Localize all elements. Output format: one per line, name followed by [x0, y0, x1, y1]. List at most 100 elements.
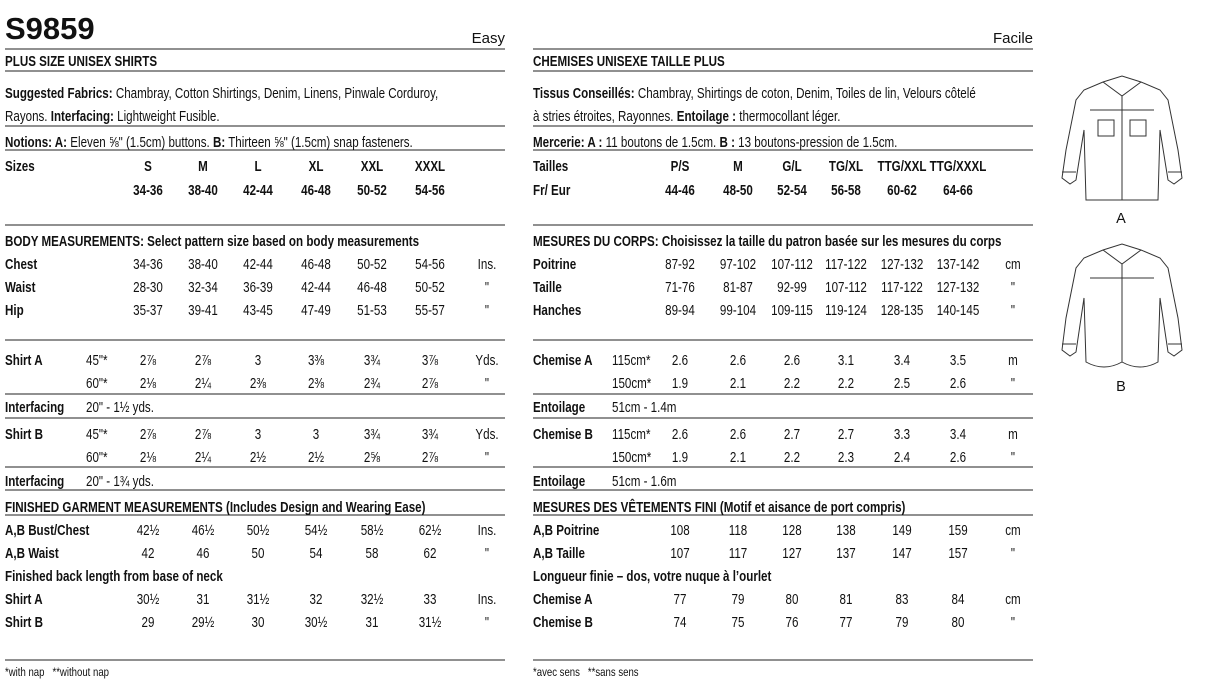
- cell: 74: [674, 614, 687, 631]
- cell: 46-48: [301, 256, 331, 273]
- cell: 51-53: [357, 302, 387, 319]
- bold-text: Longueur finie – dos, votre nuque à l’ou…: [533, 568, 772, 585]
- cell: 3.4: [950, 426, 966, 443]
- bold-text: Notions: A:: [5, 134, 67, 151]
- unit: m: [1008, 426, 1018, 443]
- cell: 2½: [250, 449, 266, 466]
- unit: ": [485, 545, 489, 562]
- text-line: BODY MEASUREMENTS: Select pattern size b…: [5, 233, 419, 250]
- cell: 44-46: [665, 182, 695, 199]
- cell: 3¾: [422, 426, 439, 443]
- cell: XXXL: [415, 158, 445, 175]
- text-line: Longueur finie – dos, votre nuque à l’ou…: [533, 568, 772, 585]
- cell: 108: [670, 522, 689, 539]
- row-label: Fr/ Eur: [533, 182, 570, 199]
- text-line: Mercerie: A : 11 boutons de 1.5cm. B : 1…: [533, 134, 897, 151]
- cell: 80: [952, 614, 965, 631]
- cell: 71-76: [665, 279, 695, 296]
- cell: 60-62: [887, 182, 917, 199]
- cell: 34-36: [133, 256, 163, 273]
- cell: 3.4: [894, 352, 910, 369]
- cell: 50-52: [357, 182, 387, 199]
- panel-title: PLUS SIZE UNISEX SHIRTS: [5, 53, 157, 70]
- cell: 2.5: [894, 375, 910, 392]
- cell: 31½: [247, 591, 270, 608]
- cell: 1.9: [672, 449, 688, 466]
- cell: 2⅞: [422, 375, 438, 392]
- cell: 87-92: [665, 256, 695, 273]
- cell: 2⅞: [195, 352, 211, 369]
- unit: ": [485, 449, 489, 466]
- cell: 42½: [137, 522, 160, 539]
- row-label: Chemise B: [533, 614, 593, 631]
- panel: CHEMISES UNISEXE TAILLE PLUS Tissus Conse…: [533, 53, 1021, 680]
- text-line: Suggested Fabrics: Chambray, Cotton Shir…: [5, 85, 438, 102]
- row-label: A,B Poitrine: [533, 522, 599, 539]
- view-label: A: [1116, 211, 1126, 227]
- row-sublabel: 51cm - 1.6m: [612, 473, 676, 490]
- cell: M: [198, 158, 208, 175]
- cell: 81-87: [723, 279, 753, 296]
- row-sublabel: 115cm*: [612, 352, 650, 369]
- cell: 33: [424, 591, 437, 608]
- cell: 128-135: [881, 302, 924, 319]
- cell: 107-112: [771, 256, 813, 273]
- row-label: A,B Waist: [5, 545, 59, 562]
- cell: 50½: [247, 522, 270, 539]
- row-label: Entoilage: [533, 473, 585, 490]
- cell: 119-124: [825, 302, 867, 319]
- cell: 2⅞: [140, 352, 156, 369]
- pattern-code: S9859: [5, 11, 95, 46]
- cell: 117-122: [825, 256, 867, 273]
- cell: 3: [255, 352, 261, 369]
- cell: 84: [952, 591, 965, 608]
- unit: cm: [1005, 522, 1021, 539]
- cell: 2.2: [838, 375, 854, 392]
- row-label: Chemise B: [533, 426, 593, 443]
- row-sublabel: 51cm - 1.4m: [612, 399, 676, 416]
- cell: 58: [366, 545, 379, 562]
- footnote: *avec sens **sans sens: [533, 666, 639, 679]
- unit: ": [1011, 614, 1015, 631]
- cell: 56-58: [831, 182, 861, 199]
- cell: 3.5: [950, 352, 966, 369]
- cell: 38-40: [188, 182, 218, 199]
- cell: 31: [366, 614, 379, 631]
- bold-text: Entoilage :: [677, 108, 736, 125]
- bold-text: MESURES DES VÊTEMENTS FINI (Motif et ais…: [533, 499, 905, 516]
- cell: 31½: [419, 614, 442, 631]
- cell: 2.6: [730, 352, 746, 369]
- cell: 50-52: [415, 279, 445, 296]
- row-label: Shirt A: [5, 591, 43, 608]
- cell: 75: [732, 614, 745, 631]
- row-label: Chemise A: [533, 591, 593, 608]
- unit: m: [1008, 352, 1018, 369]
- row-sublabel: 150cm*: [612, 449, 651, 466]
- cell: 77: [840, 614, 853, 631]
- cell: M: [733, 158, 743, 175]
- text: à stries étroites, Rayonnes.: [533, 108, 677, 125]
- unit: Ins.: [478, 591, 497, 608]
- cell: 157: [948, 545, 967, 562]
- unit: cm: [1005, 256, 1021, 273]
- cell: TG/XL: [829, 158, 863, 175]
- cell: 109-115: [771, 302, 813, 319]
- text: Thirteen ⅝" (1.5cm) snap fasteners.: [225, 134, 413, 151]
- text-line: MESURES DES VÊTEMENTS FINI (Motif et ais…: [533, 499, 905, 516]
- cell: 30: [252, 614, 265, 631]
- cell: 2⅞: [140, 426, 156, 443]
- cell: 2.6: [672, 352, 688, 369]
- cell: S: [144, 158, 152, 175]
- cell: 149: [892, 522, 911, 539]
- cell: 97-102: [720, 256, 756, 273]
- cell: 3¾: [364, 426, 381, 443]
- bold-text: BODY MEASUREMENTS: Select pattern size b…: [5, 233, 419, 250]
- cell: 2.2: [784, 375, 800, 392]
- cell: 34-36: [133, 182, 163, 199]
- cell: 47-49: [301, 302, 331, 319]
- row-label: Interfacing: [5, 473, 64, 490]
- cell: 107-112: [825, 279, 867, 296]
- cell: 3: [313, 426, 319, 443]
- cell: 64-66: [943, 182, 973, 199]
